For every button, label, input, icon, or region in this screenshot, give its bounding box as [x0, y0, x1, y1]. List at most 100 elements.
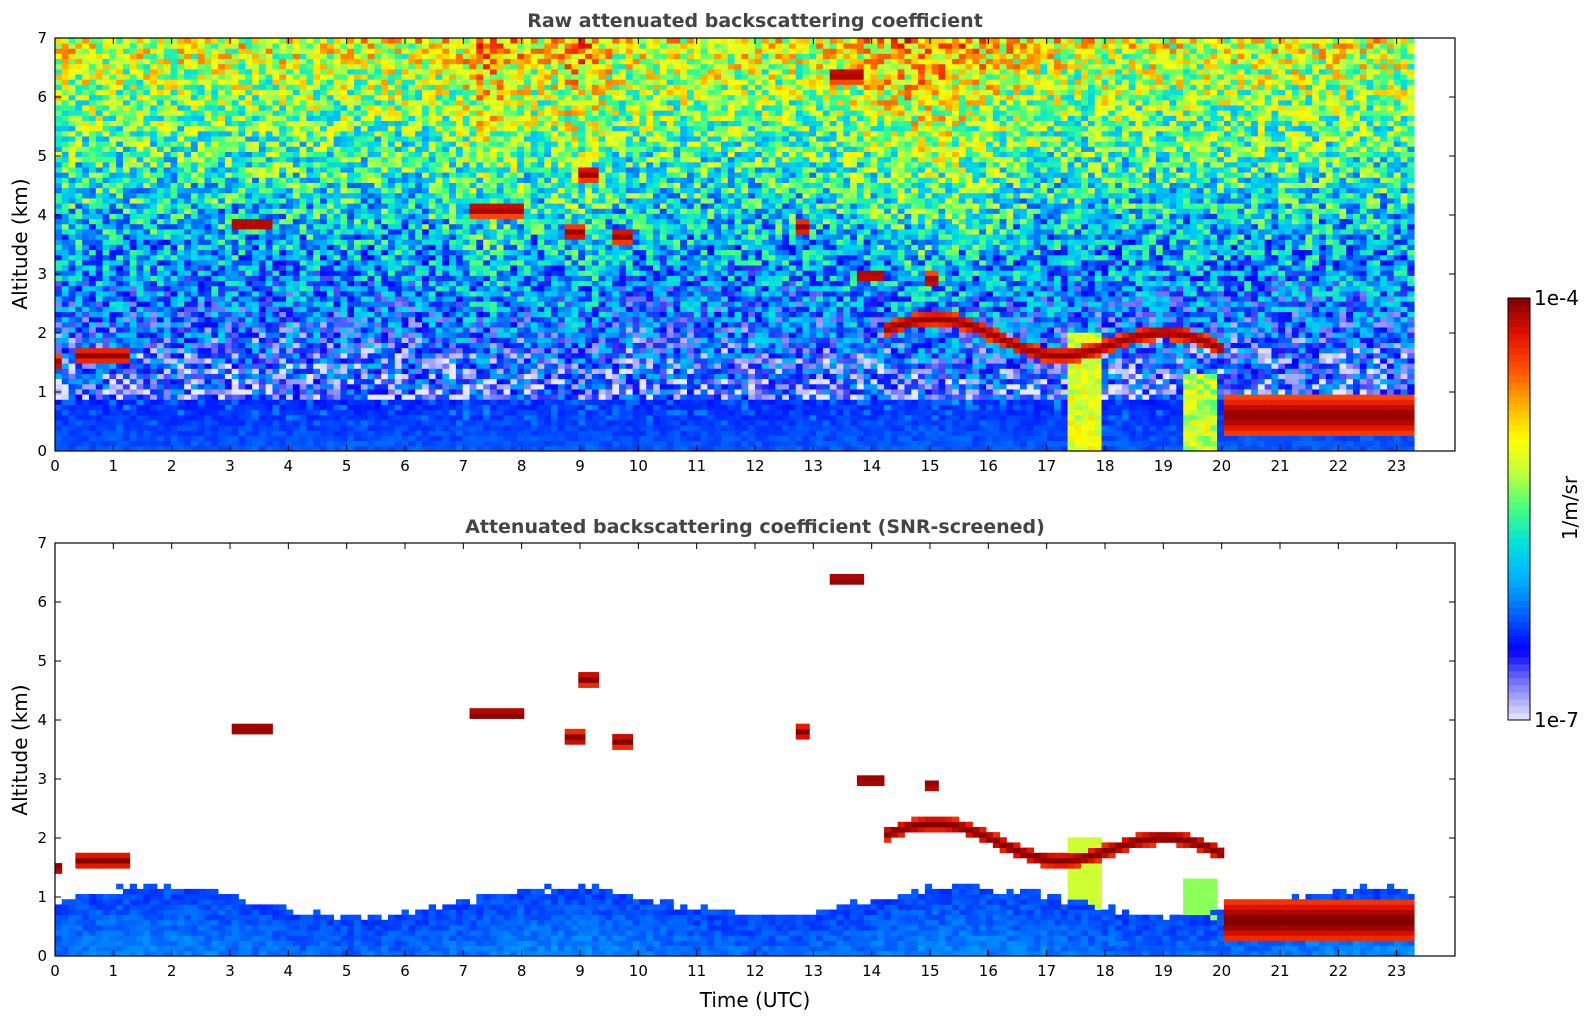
heatmap-cell [388, 234, 396, 240]
heatmap-cell [299, 296, 307, 302]
heatmap-cell [435, 198, 443, 204]
heatmap-cell [354, 358, 362, 364]
heatmap-cell [462, 182, 470, 189]
heatmap-cell [163, 151, 171, 158]
heatmap-cell [224, 337, 233, 343]
heatmap-cell [238, 38, 246, 44]
heatmap-cell [156, 285, 165, 292]
heatmap-cell [184, 327, 192, 333]
heatmap-cell [462, 229, 470, 235]
heatmap-cell [388, 223, 396, 230]
heatmap-cell [163, 358, 171, 364]
heatmap-cell [286, 151, 294, 158]
heatmap-cell [347, 420, 355, 426]
heatmap-cell [122, 394, 131, 400]
heatmap-cell [347, 290, 355, 297]
heatmap-cell [55, 270, 63, 276]
heatmap-cell [258, 115, 267, 121]
heatmap-cell [313, 208, 321, 214]
heatmap-cell [333, 213, 341, 220]
heatmap-cell [320, 151, 328, 158]
heatmap-cell [313, 352, 321, 359]
heatmap-cell [224, 440, 233, 447]
heatmap-cell [143, 414, 151, 421]
heatmap-cell [177, 229, 185, 235]
heatmap-cell [435, 404, 443, 411]
heatmap-cell [394, 58, 402, 65]
heatmap-cell [462, 383, 470, 390]
heatmap-cell [320, 399, 328, 405]
heatmap-cell [279, 218, 287, 225]
heatmap-cell [95, 244, 103, 251]
heatmap-cell [109, 48, 117, 54]
heatmap-cell [116, 156, 124, 163]
heatmap-cell [354, 270, 362, 276]
heatmap-cell [354, 337, 362, 343]
heatmap-cell [421, 445, 430, 451]
heatmap-cell [388, 151, 396, 158]
heatmap-cell [455, 74, 464, 80]
heatmap-cell [428, 68, 436, 75]
heatmap-cell [320, 172, 328, 178]
heatmap-cell [286, 311, 294, 318]
heatmap-cell [394, 430, 402, 436]
heatmap-cell [401, 394, 409, 400]
heatmap-cell [75, 167, 83, 173]
heatmap-cell [401, 399, 409, 405]
heatmap-cell [435, 161, 443, 168]
heatmap-cell [354, 265, 362, 271]
heatmap-cell [55, 187, 63, 194]
heatmap-cell [476, 275, 484, 282]
heatmap-cell [354, 440, 362, 447]
heatmap-cell [340, 290, 348, 297]
heatmap-cell [428, 198, 436, 204]
heatmap-cell [122, 218, 131, 225]
heatmap-cell [462, 203, 470, 209]
heatmap-cell [462, 399, 470, 405]
heatmap-cell [197, 74, 205, 80]
heatmap-cell [150, 213, 158, 220]
heatmap-cell [415, 378, 423, 385]
heatmap-cell [75, 198, 83, 204]
heatmap-cell [116, 368, 124, 374]
heatmap-cell [442, 409, 450, 416]
heatmap-cell [258, 316, 267, 323]
heatmap-cell [381, 234, 389, 240]
heatmap-cell [238, 208, 246, 214]
heatmap-cell [163, 177, 171, 183]
heatmap-cell [61, 130, 69, 137]
heatmap-cell [75, 177, 83, 183]
heatmap-cell [476, 399, 484, 405]
heatmap-cell [68, 239, 76, 245]
heatmap-cell [204, 368, 212, 374]
heatmap-cell [197, 187, 205, 194]
heatmap-cell [367, 301, 375, 307]
heatmap-cell [354, 259, 362, 266]
heatmap-cell [88, 213, 97, 220]
heatmap-cell [449, 265, 457, 271]
heatmap-cell [211, 208, 219, 214]
heatmap-cell [320, 414, 328, 421]
heatmap-cell [272, 404, 280, 411]
heatmap-cell [374, 280, 382, 287]
heatmap-cell [197, 409, 205, 416]
heatmap-cell [156, 389, 165, 395]
heatmap-cell [415, 321, 423, 328]
heatmap-cell [170, 115, 178, 121]
heatmap-cell [415, 203, 423, 209]
heatmap-cell [252, 414, 260, 421]
heatmap-cell [204, 316, 212, 323]
heatmap-cell [129, 141, 137, 147]
heatmap-cell [347, 203, 355, 209]
heatmap-cell [292, 63, 301, 70]
heatmap-cell [292, 203, 301, 209]
heatmap-cell [95, 130, 103, 137]
heatmap-cell [442, 198, 450, 204]
heatmap-cell [190, 306, 199, 313]
heatmap-cell [313, 218, 321, 225]
heatmap-cell [245, 311, 253, 318]
heatmap-cell [320, 89, 328, 96]
heatmap-cell [374, 420, 382, 426]
heatmap-cell [184, 218, 192, 225]
heatmap-cell [150, 161, 158, 168]
